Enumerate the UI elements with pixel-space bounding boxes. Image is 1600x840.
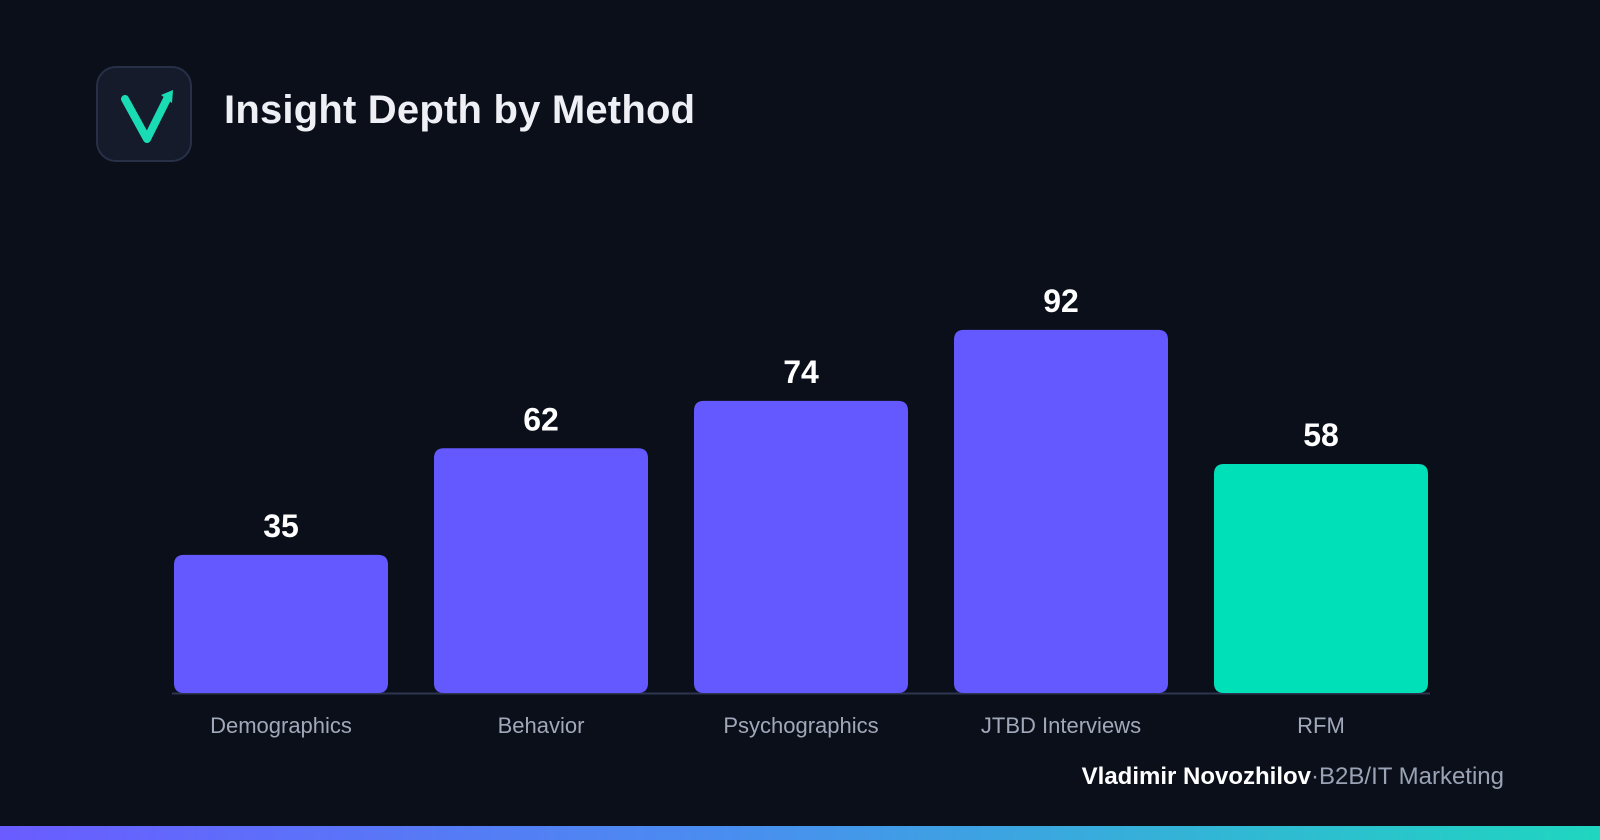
x-tick-label: JTBD Interviews [981,713,1141,738]
footer-credit: Vladimir Novozhilov·B2B/IT Marketing [1082,763,1504,791]
checkmark-arrow-logo-icon [121,90,173,143]
bar-behavior [434,448,648,693]
chart-title: Insight Depth by Method [224,88,696,132]
bar-psychographics [694,400,908,693]
gradient-bottom-bar [0,826,1600,840]
x-tick-label: RFM [1297,713,1345,738]
x-tick-label: Demographics [210,713,352,738]
author-role: B2B/IT Marketing [1319,763,1504,790]
data-label: 74 [783,354,819,390]
footer-separator: · [1311,763,1320,790]
data-label: 58 [1303,417,1339,453]
bar-rfm [1214,464,1428,693]
data-label: 35 [263,508,299,544]
data-label: 62 [523,401,559,437]
x-tick-label: Psychographics [723,713,878,738]
x-tick-label: Behavior [498,713,585,738]
bar-demographics [174,554,388,693]
bar-jtbd-interviews [954,329,1168,693]
logo [96,66,192,162]
author-name: Vladimir Novozhilov [1081,763,1312,790]
data-label: 92 [1043,283,1079,319]
